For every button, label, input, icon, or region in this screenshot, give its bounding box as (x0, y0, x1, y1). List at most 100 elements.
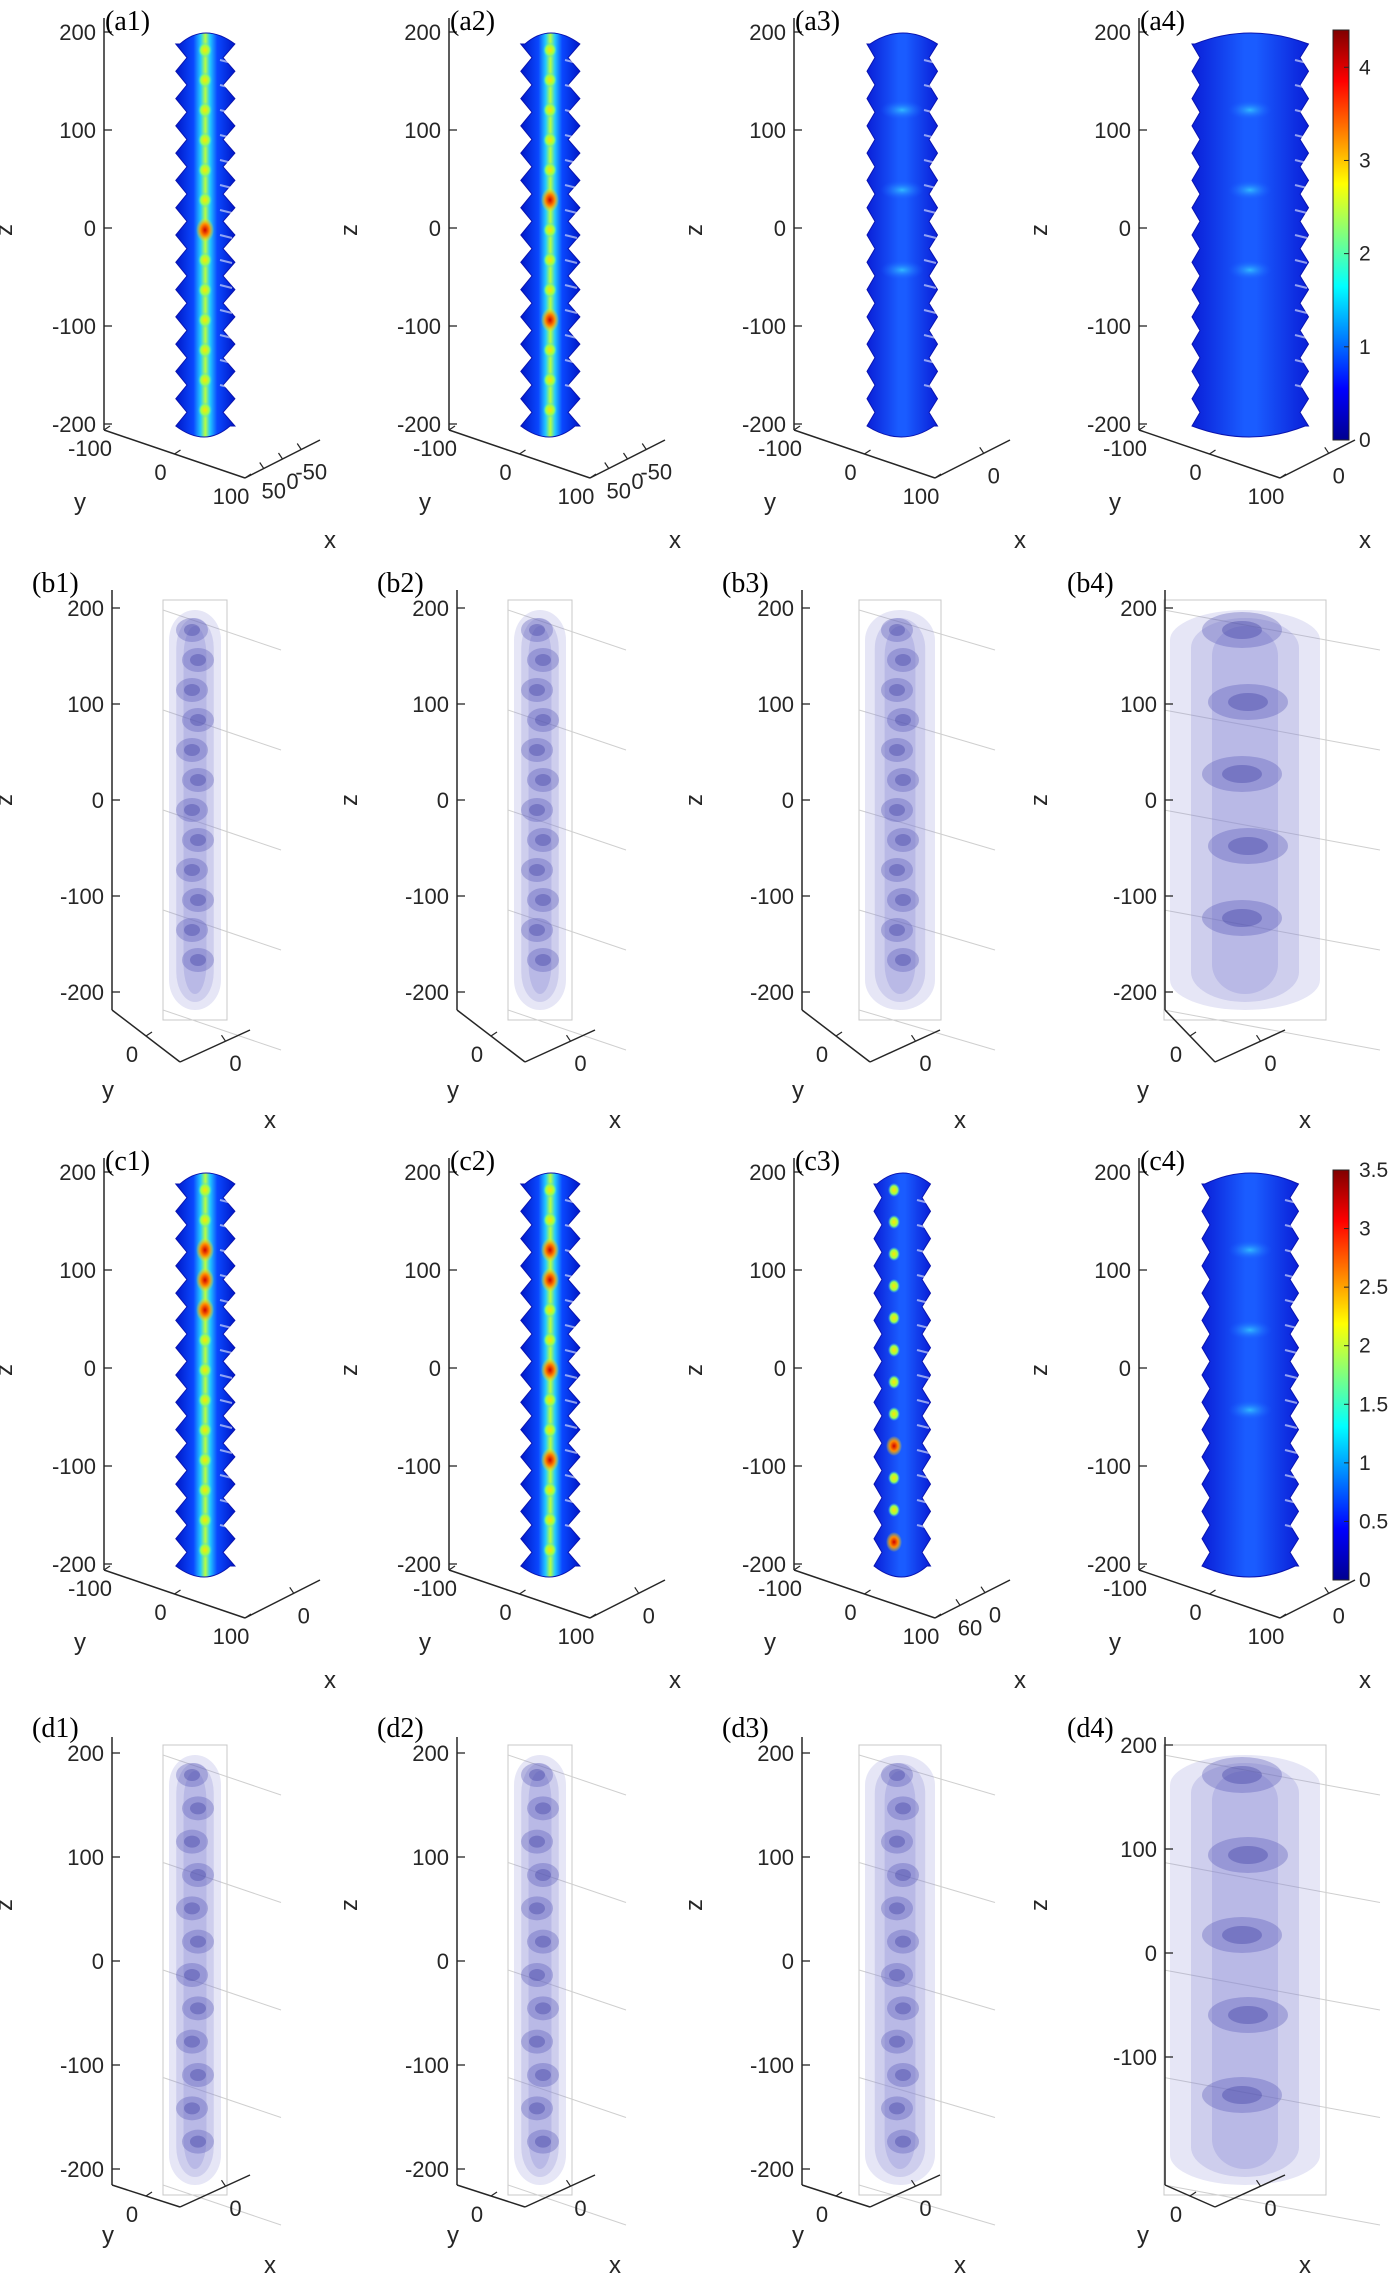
density-core (535, 714, 551, 726)
y-axis-label: y (764, 489, 776, 516)
intensity-hotspot (198, 1332, 212, 1348)
intensity-hotspot (880, 180, 924, 200)
density-envelope (865, 610, 935, 1010)
y-axis-label: y (447, 2222, 459, 2249)
density-envelope (514, 1755, 566, 2185)
y-tick-mark (864, 449, 871, 455)
density-lobe (1208, 684, 1288, 720)
grid-line (1163, 1862, 1381, 1903)
x-tick-label: 0 (574, 1051, 586, 1076)
density-lobe (182, 708, 214, 732)
surface-glare (219, 1524, 233, 1529)
intensity-hotspot (543, 1392, 557, 1408)
surface-glare (564, 1199, 578, 1204)
surface-glare (564, 109, 578, 114)
z-tick-label: 100 (67, 692, 104, 717)
y-tick-mark (1138, 1565, 1146, 1571)
density-lobe (527, 2129, 559, 2154)
x-axis-line (179, 1029, 251, 1063)
z-axis-label: z (0, 1364, 18, 1376)
y-tick-label: 100 (558, 1624, 595, 1649)
x-axis-line (1279, 439, 1356, 479)
y-tick-mark (490, 1031, 498, 1037)
surface-glare (219, 284, 233, 289)
surface-glare (219, 259, 233, 264)
z-tick-label: -100 (405, 2053, 449, 2078)
density-envelope (1191, 618, 1299, 1002)
colorbar-tick-label: 3 (1359, 1218, 1371, 1241)
density-lobe (176, 918, 208, 942)
x-tick-mark (566, 1034, 571, 1042)
z-tick-label: 200 (1120, 596, 1157, 621)
z-tick-label: 100 (67, 1845, 104, 1870)
density-core (895, 714, 911, 726)
density-core (190, 1869, 206, 1881)
grid-line (507, 909, 627, 951)
density-lobe (521, 798, 553, 822)
surface-glare (1294, 59, 1308, 64)
z-tick-label: -100 (1087, 1454, 1131, 1479)
intensity-hotspot (1228, 180, 1272, 200)
density-envelope (884, 626, 916, 994)
surface-glare (923, 359, 937, 364)
surface-glare (923, 134, 937, 139)
z-tick-label: 100 (1120, 692, 1157, 717)
density-envelope (874, 618, 926, 1002)
panel-label: (b1) (32, 568, 79, 599)
surface-glare (219, 1274, 233, 1279)
y-axis-label: y (419, 489, 431, 516)
z-tick-label: -100 (397, 314, 441, 339)
intensity-hotspot (198, 252, 212, 268)
density-lobe (521, 1763, 553, 1787)
density-lobe (1202, 2077, 1282, 2113)
density-lobe (182, 1796, 214, 1821)
x-axis-line (869, 1029, 941, 1063)
density-lobe (182, 828, 214, 852)
intensity-hotspot (543, 252, 557, 268)
panel-label: (b2) (377, 568, 424, 599)
z-axis-label: z (1026, 224, 1053, 236)
x-tick-mark (1256, 1034, 1261, 1042)
y-axis-label: y (1137, 2222, 1149, 2249)
density-lobe (881, 738, 913, 762)
panel-label: (a1) (105, 6, 150, 37)
density-lobe (881, 1763, 913, 1787)
z-tick-label: 200 (1094, 20, 1131, 45)
density-core (895, 954, 911, 966)
surface-glare (564, 1274, 578, 1279)
surface-glare (1284, 1499, 1298, 1504)
z-tick-label: 100 (757, 1845, 794, 1870)
x-tick-label: 0 (298, 1603, 310, 1628)
density-lobe (887, 888, 919, 912)
intensity-hotspot (888, 1279, 900, 1293)
grid-line (162, 1754, 282, 1796)
density-core (1228, 837, 1268, 855)
density-core (529, 2035, 545, 2048)
z-tick-label: 0 (92, 1949, 104, 1974)
panel-label: (a3) (795, 6, 840, 37)
intensity-hotspot (541, 308, 559, 332)
density-envelope (183, 626, 207, 994)
z-axis-label: z (0, 224, 18, 236)
density-core (184, 2102, 200, 2115)
surface-glare (923, 184, 937, 189)
grid-line (1163, 2184, 1381, 2226)
density-lobe (887, 948, 919, 972)
y-axis-label: y (447, 1077, 459, 1104)
z-tick-label: 200 (757, 596, 794, 621)
density-lobe (881, 678, 913, 702)
intensity-hotspot (198, 162, 212, 178)
density-envelope (1212, 1771, 1278, 2169)
x-tick-mark (911, 2179, 916, 2187)
intensity-hotspot (196, 1268, 214, 1292)
z-tick-label: -200 (1087, 1552, 1131, 1577)
surface-glare (219, 84, 233, 89)
density-core (1222, 2086, 1262, 2104)
density-lobe (527, 648, 559, 672)
y-tick-label: 0 (471, 2202, 483, 2227)
surface-glare (1294, 284, 1308, 289)
surface-glare (916, 1399, 930, 1404)
x-axis-label: x (324, 527, 336, 554)
x-tick-label: 0 (229, 1051, 241, 1076)
density-lobe (521, 2029, 553, 2054)
